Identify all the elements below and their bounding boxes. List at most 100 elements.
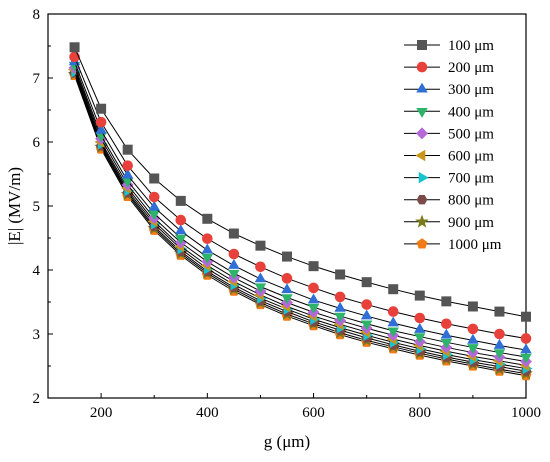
- legend-label: 500 μm: [448, 126, 494, 142]
- y-tick-label: 6: [33, 135, 41, 151]
- data-point: [95, 123, 107, 134]
- data-point: [387, 316, 399, 327]
- data-point: [361, 277, 372, 288]
- y-tick-label: 5: [33, 199, 41, 215]
- data-point: [441, 318, 452, 330]
- data-point: [175, 224, 187, 235]
- y-tick-label: 3: [33, 327, 41, 343]
- legend-label: 100 μm: [448, 38, 494, 54]
- legend-label: 600 μm: [448, 149, 494, 165]
- x-tick-label: 600: [302, 405, 325, 421]
- legend-marker: [416, 40, 427, 51]
- data-point: [148, 191, 160, 203]
- legend-marker: [415, 149, 426, 162]
- y-tick-label: 8: [33, 7, 41, 23]
- legend-marker: [415, 214, 429, 228]
- data-point: [467, 301, 478, 312]
- data-point: [467, 333, 479, 344]
- data-point: [148, 200, 160, 211]
- legend-label: 300 μm: [448, 82, 494, 98]
- data-point: [254, 283, 267, 294]
- x-axis-title: g (μm): [264, 432, 310, 451]
- data-point: [520, 353, 532, 364]
- series-line: [74, 69, 527, 366]
- data-point: [493, 349, 506, 360]
- data-point: [334, 312, 346, 323]
- data-point: [122, 144, 133, 155]
- data-point: [281, 283, 293, 294]
- data-point: [387, 306, 399, 317]
- legend-label: 800 μm: [448, 193, 494, 209]
- data-point: [440, 339, 453, 349]
- data-point: [360, 320, 373, 331]
- data-point: [228, 248, 240, 260]
- data-point: [441, 296, 452, 307]
- y-tick-label: 2: [33, 391, 41, 407]
- data-point: [387, 327, 399, 338]
- data-point: [281, 251, 292, 262]
- data-point: [175, 195, 186, 206]
- data-point: [521, 311, 532, 322]
- data-point: [201, 243, 214, 254]
- legend-marker: [416, 127, 428, 140]
- x-tick-label: 400: [196, 405, 219, 421]
- legend-label: 700 μm: [448, 171, 494, 187]
- data-point: [148, 210, 160, 221]
- legend-label: 1000 μm: [448, 237, 502, 253]
- data-point: [202, 213, 213, 224]
- data-point: [334, 291, 346, 303]
- data-point: [414, 333, 426, 344]
- data-point: [467, 323, 479, 335]
- data-point: [307, 293, 320, 304]
- data-point: [175, 234, 187, 245]
- legend-label: 200 μm: [448, 60, 494, 76]
- data-point: [121, 168, 134, 179]
- legend-label: 400 μm: [448, 104, 494, 120]
- data-point: [520, 333, 532, 344]
- x-axis: 200 400 600 800 1000: [47, 393, 541, 421]
- legend: 100 μm 200 μm 300 μm 400 μm 500 μm 600 μm 700 …: [404, 38, 502, 253]
- data-point: [228, 228, 239, 239]
- legend-marker: [416, 61, 428, 73]
- data-point: [281, 273, 293, 284]
- y-tick-label: 7: [33, 71, 41, 87]
- series-300-μm: [68, 55, 532, 354]
- data-point: [440, 328, 453, 339]
- data-point: [388, 284, 399, 295]
- y-tick-label: 4: [33, 263, 41, 279]
- series-line: [74, 65, 527, 358]
- data-point: [228, 269, 240, 280]
- y-axis-title: |E| (MV/m): [5, 167, 24, 245]
- x-tick-label: 1000: [511, 405, 541, 421]
- data-point: [96, 103, 107, 114]
- data-point: [414, 312, 426, 324]
- data-point: [95, 116, 107, 128]
- data-point: [335, 269, 346, 280]
- data-point: [69, 51, 80, 63]
- data-point: [494, 328, 505, 340]
- data-point: [228, 258, 240, 269]
- data-point: [360, 309, 373, 320]
- data-point: [255, 261, 266, 273]
- legend-marker: [416, 195, 428, 205]
- data-point: [308, 282, 319, 294]
- series-line: [74, 73, 527, 375]
- data-point: [493, 338, 506, 349]
- legend-label: 900 μm: [448, 215, 494, 231]
- series-400-μm: [68, 61, 532, 364]
- data-point: [467, 344, 479, 355]
- data-point: [334, 301, 346, 312]
- legend-marker: [418, 171, 429, 184]
- data-point: [149, 173, 160, 184]
- series-200-μm: [69, 51, 532, 344]
- data-point: [520, 343, 532, 354]
- data-point: [281, 294, 293, 305]
- data-point: [201, 253, 214, 264]
- data-point: [202, 233, 213, 244]
- series-line: [74, 61, 527, 351]
- data-point: [122, 160, 133, 171]
- data-point: [494, 306, 505, 317]
- x-tick-label: 800: [409, 405, 432, 421]
- data-point: [175, 214, 187, 226]
